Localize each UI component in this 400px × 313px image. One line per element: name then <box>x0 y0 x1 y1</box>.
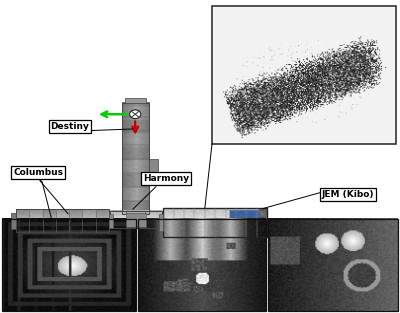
Text: Destiny: Destiny <box>50 122 90 131</box>
Bar <box>138 219 266 311</box>
Bar <box>16 209 109 232</box>
Bar <box>109 214 113 228</box>
Text: JEM (Kibo): JEM (Kibo) <box>322 190 374 199</box>
Text: Columbus: Columbus <box>13 168 63 177</box>
Bar <box>122 103 149 214</box>
Bar <box>163 208 267 237</box>
Bar <box>11 213 16 229</box>
Bar <box>110 211 162 228</box>
Bar <box>125 98 146 103</box>
Bar <box>212 6 396 144</box>
Bar <box>126 211 145 214</box>
Bar <box>159 214 163 231</box>
Bar <box>268 219 398 311</box>
Bar <box>0 0 212 219</box>
Circle shape <box>130 110 141 119</box>
Bar <box>126 213 146 227</box>
Bar <box>149 159 158 172</box>
Text: Harmony: Harmony <box>143 174 189 183</box>
Bar <box>2 219 136 311</box>
